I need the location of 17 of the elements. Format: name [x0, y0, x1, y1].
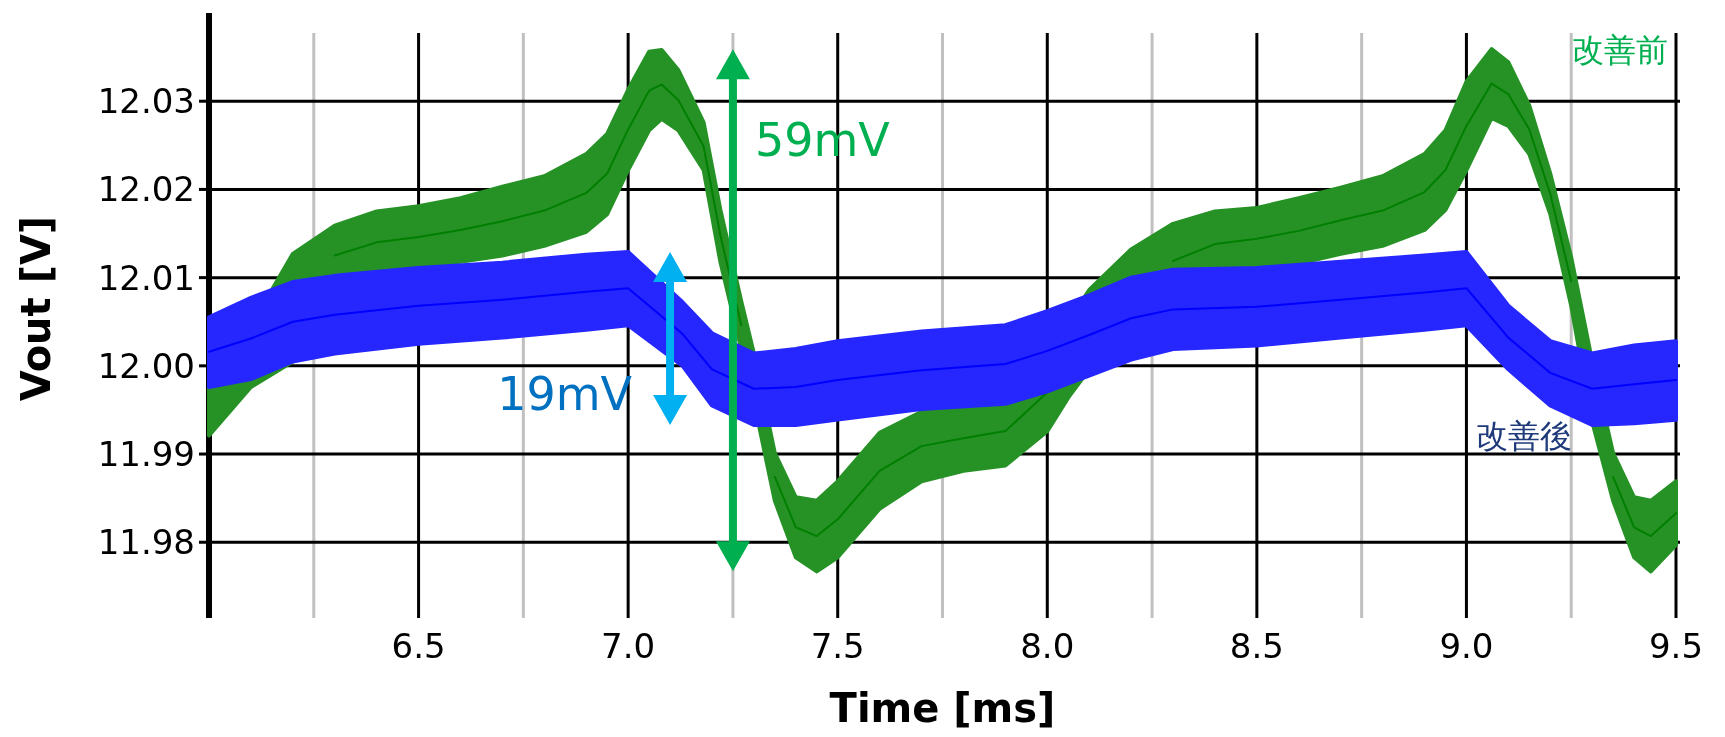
- y-tick-label: 12.03: [97, 81, 195, 122]
- x-tick-label: 8.0: [1020, 626, 1075, 666]
- y-axis-title: Vout [V]: [13, 215, 59, 402]
- y-tick-label: 11.99: [97, 434, 195, 475]
- x-tick-label: 7.0: [601, 626, 656, 666]
- y-tick-label: 11.98: [97, 522, 195, 563]
- x-tick-label: 6.5: [391, 626, 446, 666]
- series-label: 改善後: [1476, 416, 1573, 455]
- x-tick-label: 9.5: [1648, 626, 1704, 666]
- text: 改善前: [1571, 31, 1668, 70]
- x-tick-label: 8.5: [1229, 626, 1284, 666]
- x-axis-title: Time [ms]: [829, 685, 1056, 731]
- x-tick-label: 9.0: [1439, 626, 1494, 666]
- x-tick-label: 7.5: [810, 626, 865, 666]
- y-tick-label: 12.01: [97, 257, 195, 298]
- y-tick-label: 12.02: [97, 169, 195, 210]
- y-tick-label: 12.00: [97, 345, 195, 386]
